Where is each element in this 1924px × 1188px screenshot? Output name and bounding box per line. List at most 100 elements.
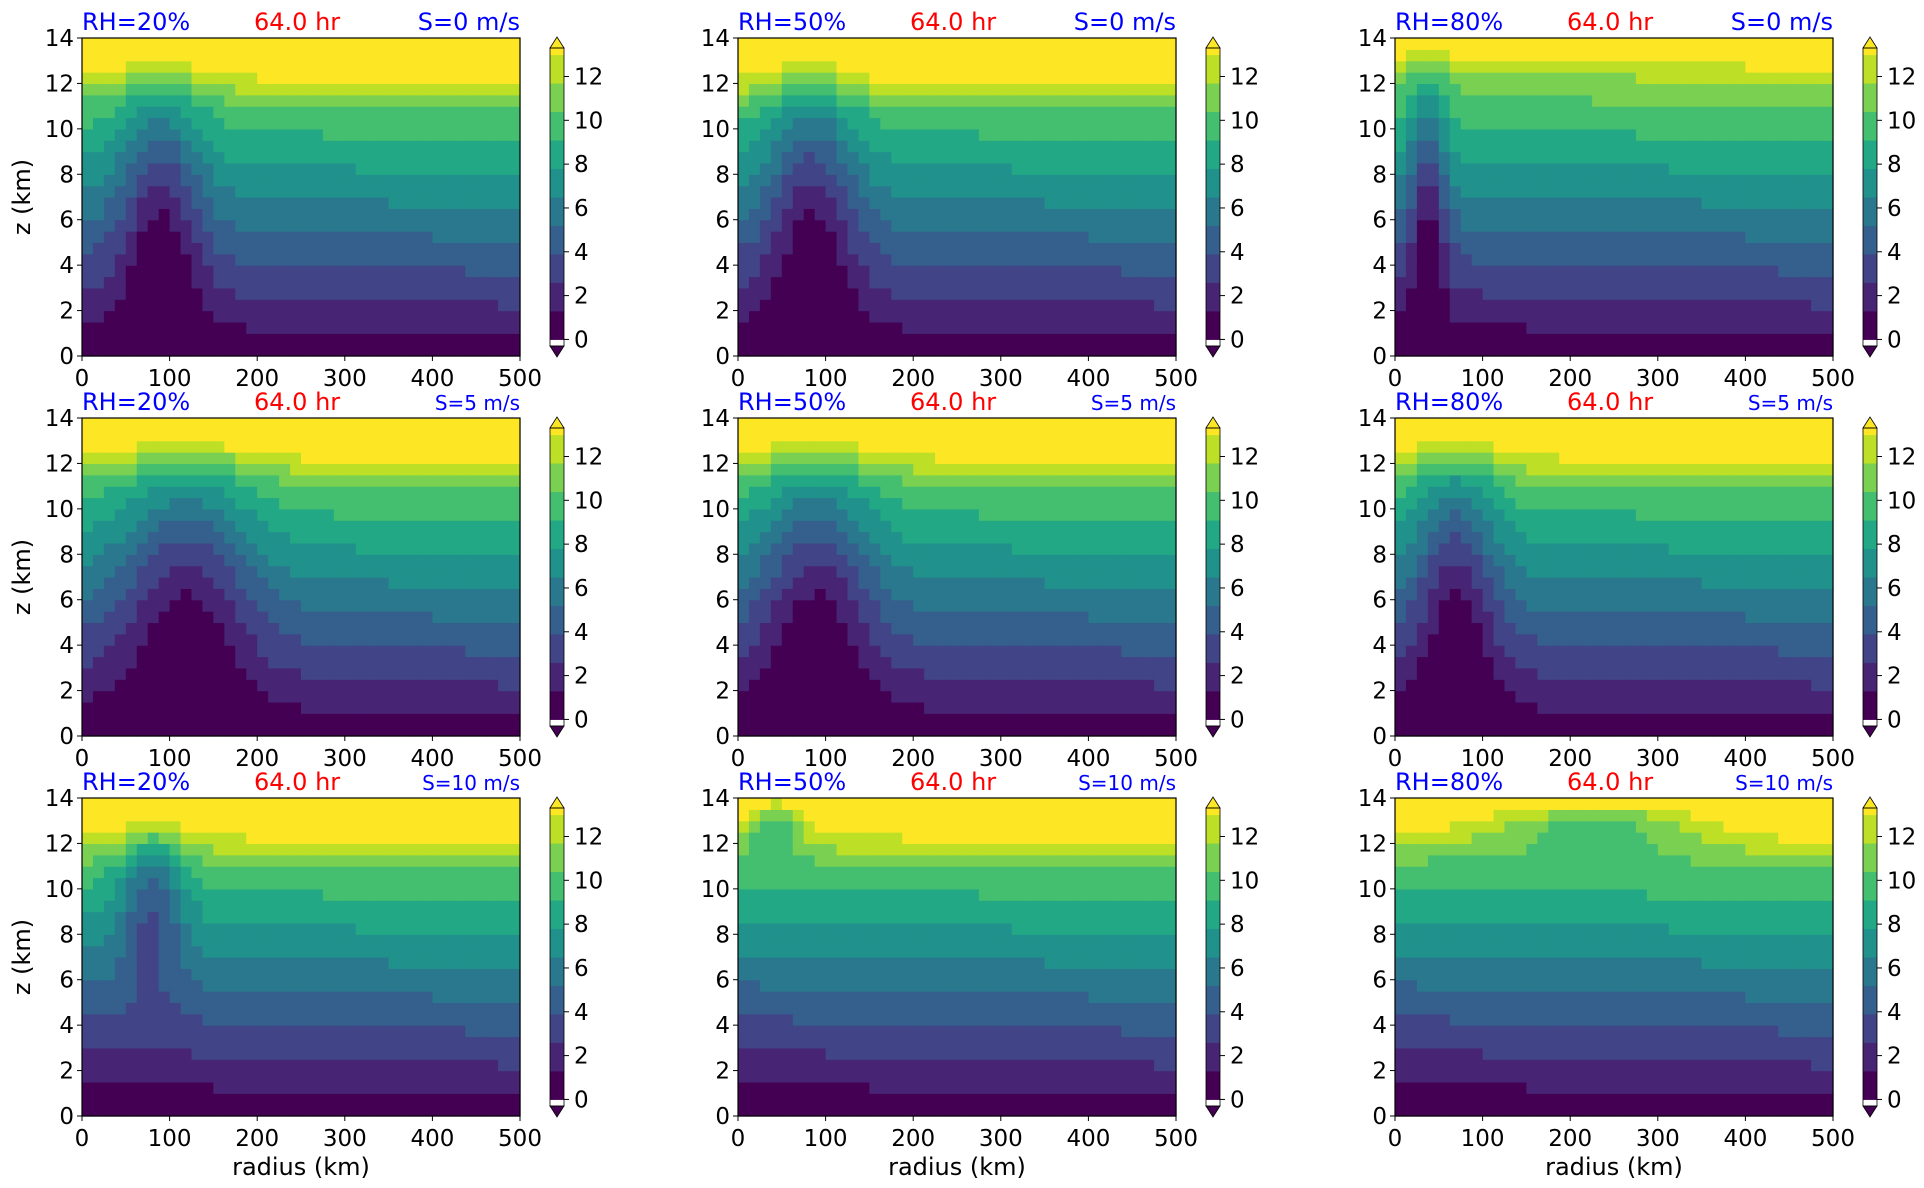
field-cell	[344, 724, 357, 737]
field-cell	[957, 38, 969, 50]
field-cell	[421, 418, 433, 430]
field-cell	[770, 265, 783, 278]
field-cell	[770, 219, 783, 232]
field-cell	[1745, 60, 1757, 73]
field-cell	[759, 611, 772, 624]
field-cell	[1690, 299, 1703, 312]
field-cell	[498, 287, 510, 300]
field-cell	[147, 622, 160, 635]
field-cell	[114, 588, 127, 601]
field-cell	[1515, 72, 1527, 85]
field-cell	[410, 508, 423, 521]
field-cell	[1504, 344, 1517, 357]
field-cell	[191, 208, 204, 221]
field-cell	[279, 724, 291, 737]
field-cell	[935, 117, 947, 130]
field-cell	[1143, 276, 1155, 289]
field-cell	[344, 265, 357, 278]
field-cell	[290, 333, 302, 346]
field-cell	[355, 310, 368, 323]
field-cell	[1471, 208, 1484, 221]
field-cell	[1088, 276, 1100, 289]
field-cell	[1646, 185, 1659, 198]
field-cell	[432, 452, 444, 465]
field-cell	[1011, 197, 1024, 209]
field-cell	[92, 231, 105, 244]
field-cell	[136, 645, 149, 658]
field-cell	[213, 463, 225, 476]
field-cell	[803, 622, 816, 635]
field-cell	[1438, 321, 1451, 334]
field-cell	[487, 299, 499, 312]
field-cell	[836, 701, 849, 714]
field-cell	[279, 197, 291, 209]
field-cell	[421, 265, 433, 278]
field-cell	[191, 656, 204, 669]
field-cell	[344, 83, 357, 96]
field-cell	[1121, 128, 1133, 141]
field-cell	[1657, 185, 1670, 198]
field-cell	[1066, 106, 1079, 119]
field-cell	[770, 38, 783, 50]
field-cell	[399, 140, 412, 153]
field-cell	[410, 253, 423, 266]
field-cell	[290, 474, 302, 487]
field-cell	[92, 542, 105, 555]
field-cell	[224, 299, 236, 312]
field-cell	[1110, 38, 1122, 50]
field-cell	[279, 679, 291, 692]
field-cell	[509, 418, 521, 430]
field-cell	[487, 474, 499, 487]
field-cell	[1022, 117, 1035, 130]
field-cell	[1581, 253, 1593, 266]
field-cell	[1460, 174, 1473, 187]
field-cell	[1756, 321, 1768, 334]
field-cell	[103, 429, 116, 442]
field-cell	[1635, 265, 1648, 278]
field-cell	[1515, 321, 1527, 334]
field-cell	[92, 724, 105, 737]
field-cell	[1537, 242, 1549, 255]
field-cell	[1822, 299, 1834, 312]
field-cell	[748, 197, 761, 209]
field-cell	[913, 197, 925, 209]
field-cell	[978, 106, 991, 119]
field-cell	[1165, 253, 1177, 266]
field-cell	[279, 151, 291, 164]
field-cell	[792, 429, 805, 442]
field-cell	[355, 713, 368, 726]
field-cell	[421, 253, 433, 266]
field-cell	[454, 565, 466, 578]
field-cell	[509, 508, 521, 521]
field-cell	[213, 94, 225, 107]
field-cell	[836, 265, 849, 278]
field-cell	[924, 94, 936, 107]
field-cell	[738, 611, 750, 624]
field-cell	[136, 588, 149, 601]
field-cell	[1493, 38, 1506, 50]
field-cell	[738, 508, 750, 521]
field-cell	[301, 106, 313, 119]
field-cell	[322, 497, 335, 510]
field-cell	[803, 310, 816, 323]
field-cell	[1646, 128, 1659, 141]
field-cell	[792, 94, 805, 107]
field-cell	[136, 185, 149, 198]
field-cell	[1143, 49, 1155, 62]
field-cell	[814, 565, 827, 578]
field-cell	[869, 299, 881, 312]
field-cell	[924, 174, 936, 187]
field-cell	[180, 253, 193, 266]
field-cell	[1504, 185, 1517, 198]
field-cell	[1044, 265, 1057, 278]
field-cell	[913, 174, 925, 187]
field-cell	[136, 265, 149, 278]
field-cell	[465, 117, 477, 130]
field-cell	[421, 474, 433, 487]
field-cell	[770, 310, 783, 323]
field-cell	[169, 208, 182, 221]
field-cell	[279, 486, 291, 499]
field-cell	[1438, 38, 1451, 50]
field-cell	[748, 520, 761, 533]
